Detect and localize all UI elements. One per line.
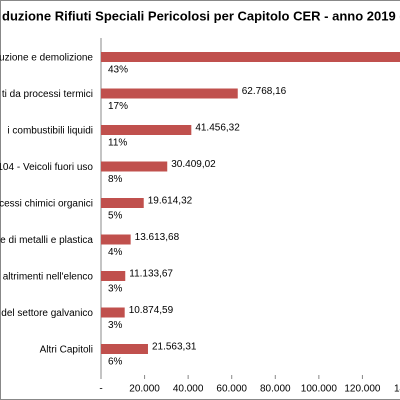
value-label: 62.768,16 <box>242 86 287 97</box>
share-label: 43% <box>108 65 128 76</box>
bar <box>101 234 131 245</box>
chart-title: duzione Rifiuti Speciali Pericolosi per … <box>2 8 400 23</box>
share-label: 17% <box>108 101 128 112</box>
bar <box>101 307 125 318</box>
bar <box>101 52 400 62</box>
share-label: 3% <box>108 320 123 331</box>
share-label: 4% <box>108 247 123 258</box>
bar <box>101 198 144 208</box>
bar <box>101 344 148 354</box>
category-label: i combustibili liquidi <box>7 126 93 137</box>
share-label: 8% <box>108 174 123 185</box>
share-label: 6% <box>108 357 123 368</box>
share-label: 3% <box>108 284 123 295</box>
value-label: 13.613,68 <box>135 232 180 243</box>
bar <box>101 271 126 281</box>
x-tick-label: 14 <box>394 384 400 395</box>
share-label: 11% <box>108 138 127 149</box>
value-label: 30.409,02 <box>171 159 216 170</box>
category-label: e di metalli e plastica <box>0 235 93 246</box>
x-tick-label: 100.000 <box>301 384 338 395</box>
category-label: 104 - Veicoli fuori uso <box>0 162 93 173</box>
x-tick-label: 80.000 <box>260 384 291 395</box>
share-label: 5% <box>108 211 123 222</box>
x-tick-label: 60.000 <box>216 384 247 395</box>
value-label: 21.563,31 <box>152 342 197 353</box>
x-tick-label: 20.000 <box>129 384 160 395</box>
plot-area <box>101 52 400 354</box>
category-label: ocessi chimici organici <box>0 199 93 210</box>
value-label: 10.874,59 <box>129 305 174 316</box>
bar <box>101 125 192 135</box>
x-tick-label: 120.000 <box>344 384 381 395</box>
category-label: altrimenti nell'elenco <box>3 272 94 283</box>
category-label: uzione e demolizione <box>0 53 93 64</box>
bar <box>101 88 238 99</box>
value-label: 19.614,32 <box>148 196 193 207</box>
category-label: del settore galvanico <box>1 308 93 319</box>
value-label: 41.456,32 <box>195 123 240 134</box>
category-label: Altri Capitoli <box>40 345 93 356</box>
x-tick-label: 40.000 <box>173 384 204 395</box>
bar <box>101 161 168 172</box>
value-label: 11.133,67 <box>129 269 173 280</box>
category-label: ti da processi termici <box>2 89 93 100</box>
x-tick-label: - <box>99 384 102 395</box>
